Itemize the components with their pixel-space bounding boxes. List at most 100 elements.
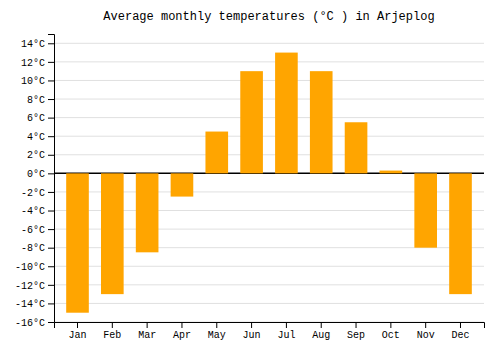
tick-mark [48, 136, 54, 137]
tick: 2°C [27, 150, 54, 161]
bars [66, 53, 472, 313]
tick-mark [216, 322, 217, 328]
tick: Aug [312, 322, 330, 341]
bar [136, 173, 159, 252]
tick: Nov [417, 322, 435, 341]
tick-label: 6°C [27, 113, 45, 124]
tick-label: Mar [138, 330, 156, 341]
grid-line [54, 80, 484, 81]
bar [101, 173, 124, 294]
tick: 14°C [21, 39, 54, 50]
tick-mark [181, 322, 182, 328]
tick: -8°C [21, 243, 54, 254]
tick-mark [48, 211, 54, 212]
tick-label: 12°C [21, 58, 45, 69]
tick-mark [147, 322, 148, 328]
tick: Sep [347, 322, 365, 341]
tick-mark [48, 192, 54, 193]
tick-mark [356, 322, 357, 328]
tick: -14°C [15, 299, 54, 310]
tick-label: 14°C [21, 39, 45, 50]
tick-label: Apr [173, 330, 191, 341]
bar [66, 173, 89, 312]
tick-label: Jun [243, 330, 261, 341]
tick: -10°C [15, 262, 54, 273]
tick-mark [251, 322, 252, 328]
grid [54, 43, 484, 322]
bar [380, 171, 403, 174]
tick-label: -4°C [21, 206, 45, 217]
tick-label: 0°C [27, 169, 45, 180]
grid-line [54, 43, 484, 44]
bar [345, 122, 368, 173]
tick-label: -6°C [21, 225, 45, 236]
tick: -16°C [15, 318, 54, 329]
bar [240, 71, 263, 173]
grid-line [54, 154, 484, 155]
tick: -12°C [15, 281, 54, 292]
tick-label: Sep [347, 330, 365, 341]
tick: Feb [103, 322, 121, 341]
tick-mark [48, 266, 54, 267]
tick-mark [48, 155, 54, 156]
chart: Average monthly temperatures (°C ) in Ar… [0, 0, 500, 350]
tick: Mar [138, 322, 156, 341]
bar [171, 173, 194, 196]
bar [414, 173, 437, 247]
axis-line [48, 35, 55, 323]
tick: May [208, 322, 226, 341]
tick: 4°C [27, 132, 54, 143]
tick-label: -8°C [21, 243, 45, 254]
tick: Jun [243, 322, 261, 341]
tick-label: May [208, 330, 226, 341]
title: Average monthly temperatures (°C ) in Ar… [103, 10, 434, 24]
tick-label: Jan [68, 330, 86, 341]
tick: Oct [382, 322, 400, 341]
tick-label: 10°C [21, 76, 45, 87]
tick-mark [390, 322, 391, 328]
grid-line [54, 136, 484, 137]
tick-label: 4°C [27, 132, 45, 143]
tick-label: Nov [417, 330, 435, 341]
tick-mark [286, 322, 287, 328]
tick-label: -2°C [21, 188, 45, 199]
tick-mark [48, 285, 54, 286]
tick-mark [48, 43, 54, 44]
tick: 6°C [27, 113, 54, 124]
tick: 0°C [27, 169, 54, 180]
bar [275, 53, 298, 174]
tick: 10°C [21, 76, 54, 87]
tick-mark [48, 99, 54, 100]
tick: Dec [451, 322, 469, 341]
bar [310, 71, 333, 173]
tick-mark [48, 62, 54, 63]
grid-line [54, 117, 484, 118]
tick: -2°C [21, 188, 54, 199]
tick-label: 2°C [27, 150, 45, 161]
tick-label: -14°C [15, 299, 45, 310]
tick-label: -16°C [15, 318, 45, 329]
grid-line [54, 99, 484, 100]
tick-label: Aug [312, 330, 330, 341]
x-axis: Jan Feb Mar Apr May Jun Jul Aug Sep Oct Nov Dec [55, 322, 485, 341]
tick-mark [48, 80, 54, 81]
tick-label: 8°C [27, 95, 45, 106]
tick: -6°C [21, 225, 54, 236]
grid-line [54, 61, 484, 62]
tick-mark [48, 322, 54, 323]
tick: Jan [68, 322, 86, 341]
bar [205, 132, 228, 174]
tick-mark [48, 248, 54, 249]
axis-line [55, 323, 485, 329]
tick-mark [48, 229, 54, 230]
plot: -16°C -14°C -12°C -10°C -8°C -6°C -4°C -2°C 0°C 2… [15, 35, 485, 342]
tick: Jul [277, 322, 295, 341]
tick-mark [48, 173, 54, 174]
tick-mark [48, 303, 54, 304]
tick-mark [48, 118, 54, 119]
tick-mark [321, 322, 322, 328]
tick-label: -12°C [15, 281, 45, 292]
tick-mark [112, 322, 113, 328]
tick-label: Jul [277, 330, 295, 341]
tick: -4°C [21, 206, 54, 217]
